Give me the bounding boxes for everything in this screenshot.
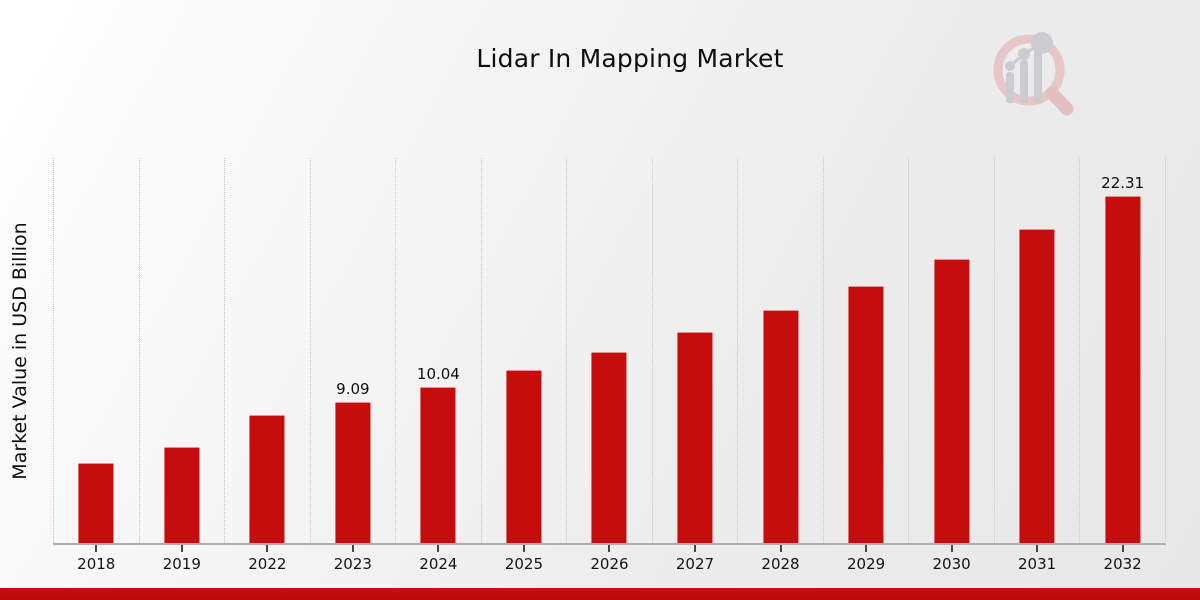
x-axis-tick xyxy=(437,545,440,552)
x-axis-tick xyxy=(522,545,525,552)
category-column-2022: 2022 xyxy=(224,158,310,573)
bar-2030 xyxy=(933,259,970,543)
category-column-2028: 2028 xyxy=(737,158,823,573)
category-column-2018: 2018 xyxy=(53,158,139,573)
x-axis-tick xyxy=(1121,545,1124,552)
bar-2018 xyxy=(78,463,115,543)
bar-2022 xyxy=(249,415,286,543)
bar-2026 xyxy=(591,352,628,543)
x-tick-label-2019: 2019 xyxy=(162,555,201,573)
x-tick-label-2031: 2031 xyxy=(1018,555,1057,573)
x-tick-label-2032: 2032 xyxy=(1103,555,1142,573)
bar-2032 xyxy=(1104,196,1141,543)
x-axis-tick xyxy=(351,545,354,552)
bar-2025 xyxy=(505,370,542,543)
bar-value-label-2024: 10.04 xyxy=(416,365,460,383)
bar-2023 xyxy=(334,402,371,543)
category-column-2023: 9.09 2023 xyxy=(309,158,396,573)
bar-2027 xyxy=(676,332,713,543)
bar-2024 xyxy=(420,387,457,543)
bar-2029 xyxy=(848,286,885,543)
x-tick-label-2028: 2028 xyxy=(761,555,800,573)
category-column-2026: 2026 xyxy=(566,158,652,573)
x-axis-tick xyxy=(95,545,98,552)
x-axis-tick xyxy=(693,545,696,552)
category-column-2029: 2029 xyxy=(822,158,909,573)
category-column-2024: 10.04 2024 xyxy=(395,158,481,573)
x-tick-label-2026: 2026 xyxy=(590,555,629,573)
x-tick-label-2018: 2018 xyxy=(77,555,116,573)
y-axis-label: Market Value in USD Billion xyxy=(9,222,31,480)
chart-title: Lidar In Mapping Market xyxy=(476,44,784,73)
x-axis-tick xyxy=(865,545,868,552)
x-tick-label-2029: 2029 xyxy=(846,555,886,573)
x-tick-label-2023: 2023 xyxy=(333,555,372,573)
category-column-2025: 2025 xyxy=(480,158,567,573)
x-tick-label-2030: 2030 xyxy=(932,555,971,573)
category-column-2027: 2027 xyxy=(651,158,738,573)
x-tick-label-2025: 2025 xyxy=(504,555,544,573)
category-column-2030: 2030 xyxy=(908,158,994,573)
footer-accent-bar xyxy=(0,588,1200,600)
x-axis-tick xyxy=(950,545,953,552)
x-axis-tick xyxy=(266,545,269,552)
magnifier-chart-logo-icon xyxy=(993,32,1074,116)
plot-area: 2018 2019 2022 9.09 2023 10.04 2024 2025 2026 202… xyxy=(53,158,1166,573)
bar-value-label-2023: 9.09 xyxy=(336,380,370,398)
x-axis-tick xyxy=(180,545,183,552)
x-axis-tick xyxy=(1036,545,1039,552)
bar-2031 xyxy=(1019,229,1056,543)
x-tick-label-2024: 2024 xyxy=(419,555,458,573)
category-column-2019: 2019 xyxy=(138,158,225,573)
bar-2019 xyxy=(163,447,200,543)
x-axis-tick xyxy=(608,545,611,552)
category-column-2032: 22.31 2032 xyxy=(1079,158,1165,573)
category-column-2031: 2031 xyxy=(993,158,1080,573)
x-axis-tick xyxy=(779,545,782,552)
x-tick-label-2027: 2027 xyxy=(675,555,715,573)
x-tick-label-2022: 2022 xyxy=(248,555,287,573)
bar-value-label-2032: 22.31 xyxy=(1101,174,1145,192)
bar-2028 xyxy=(762,310,799,543)
